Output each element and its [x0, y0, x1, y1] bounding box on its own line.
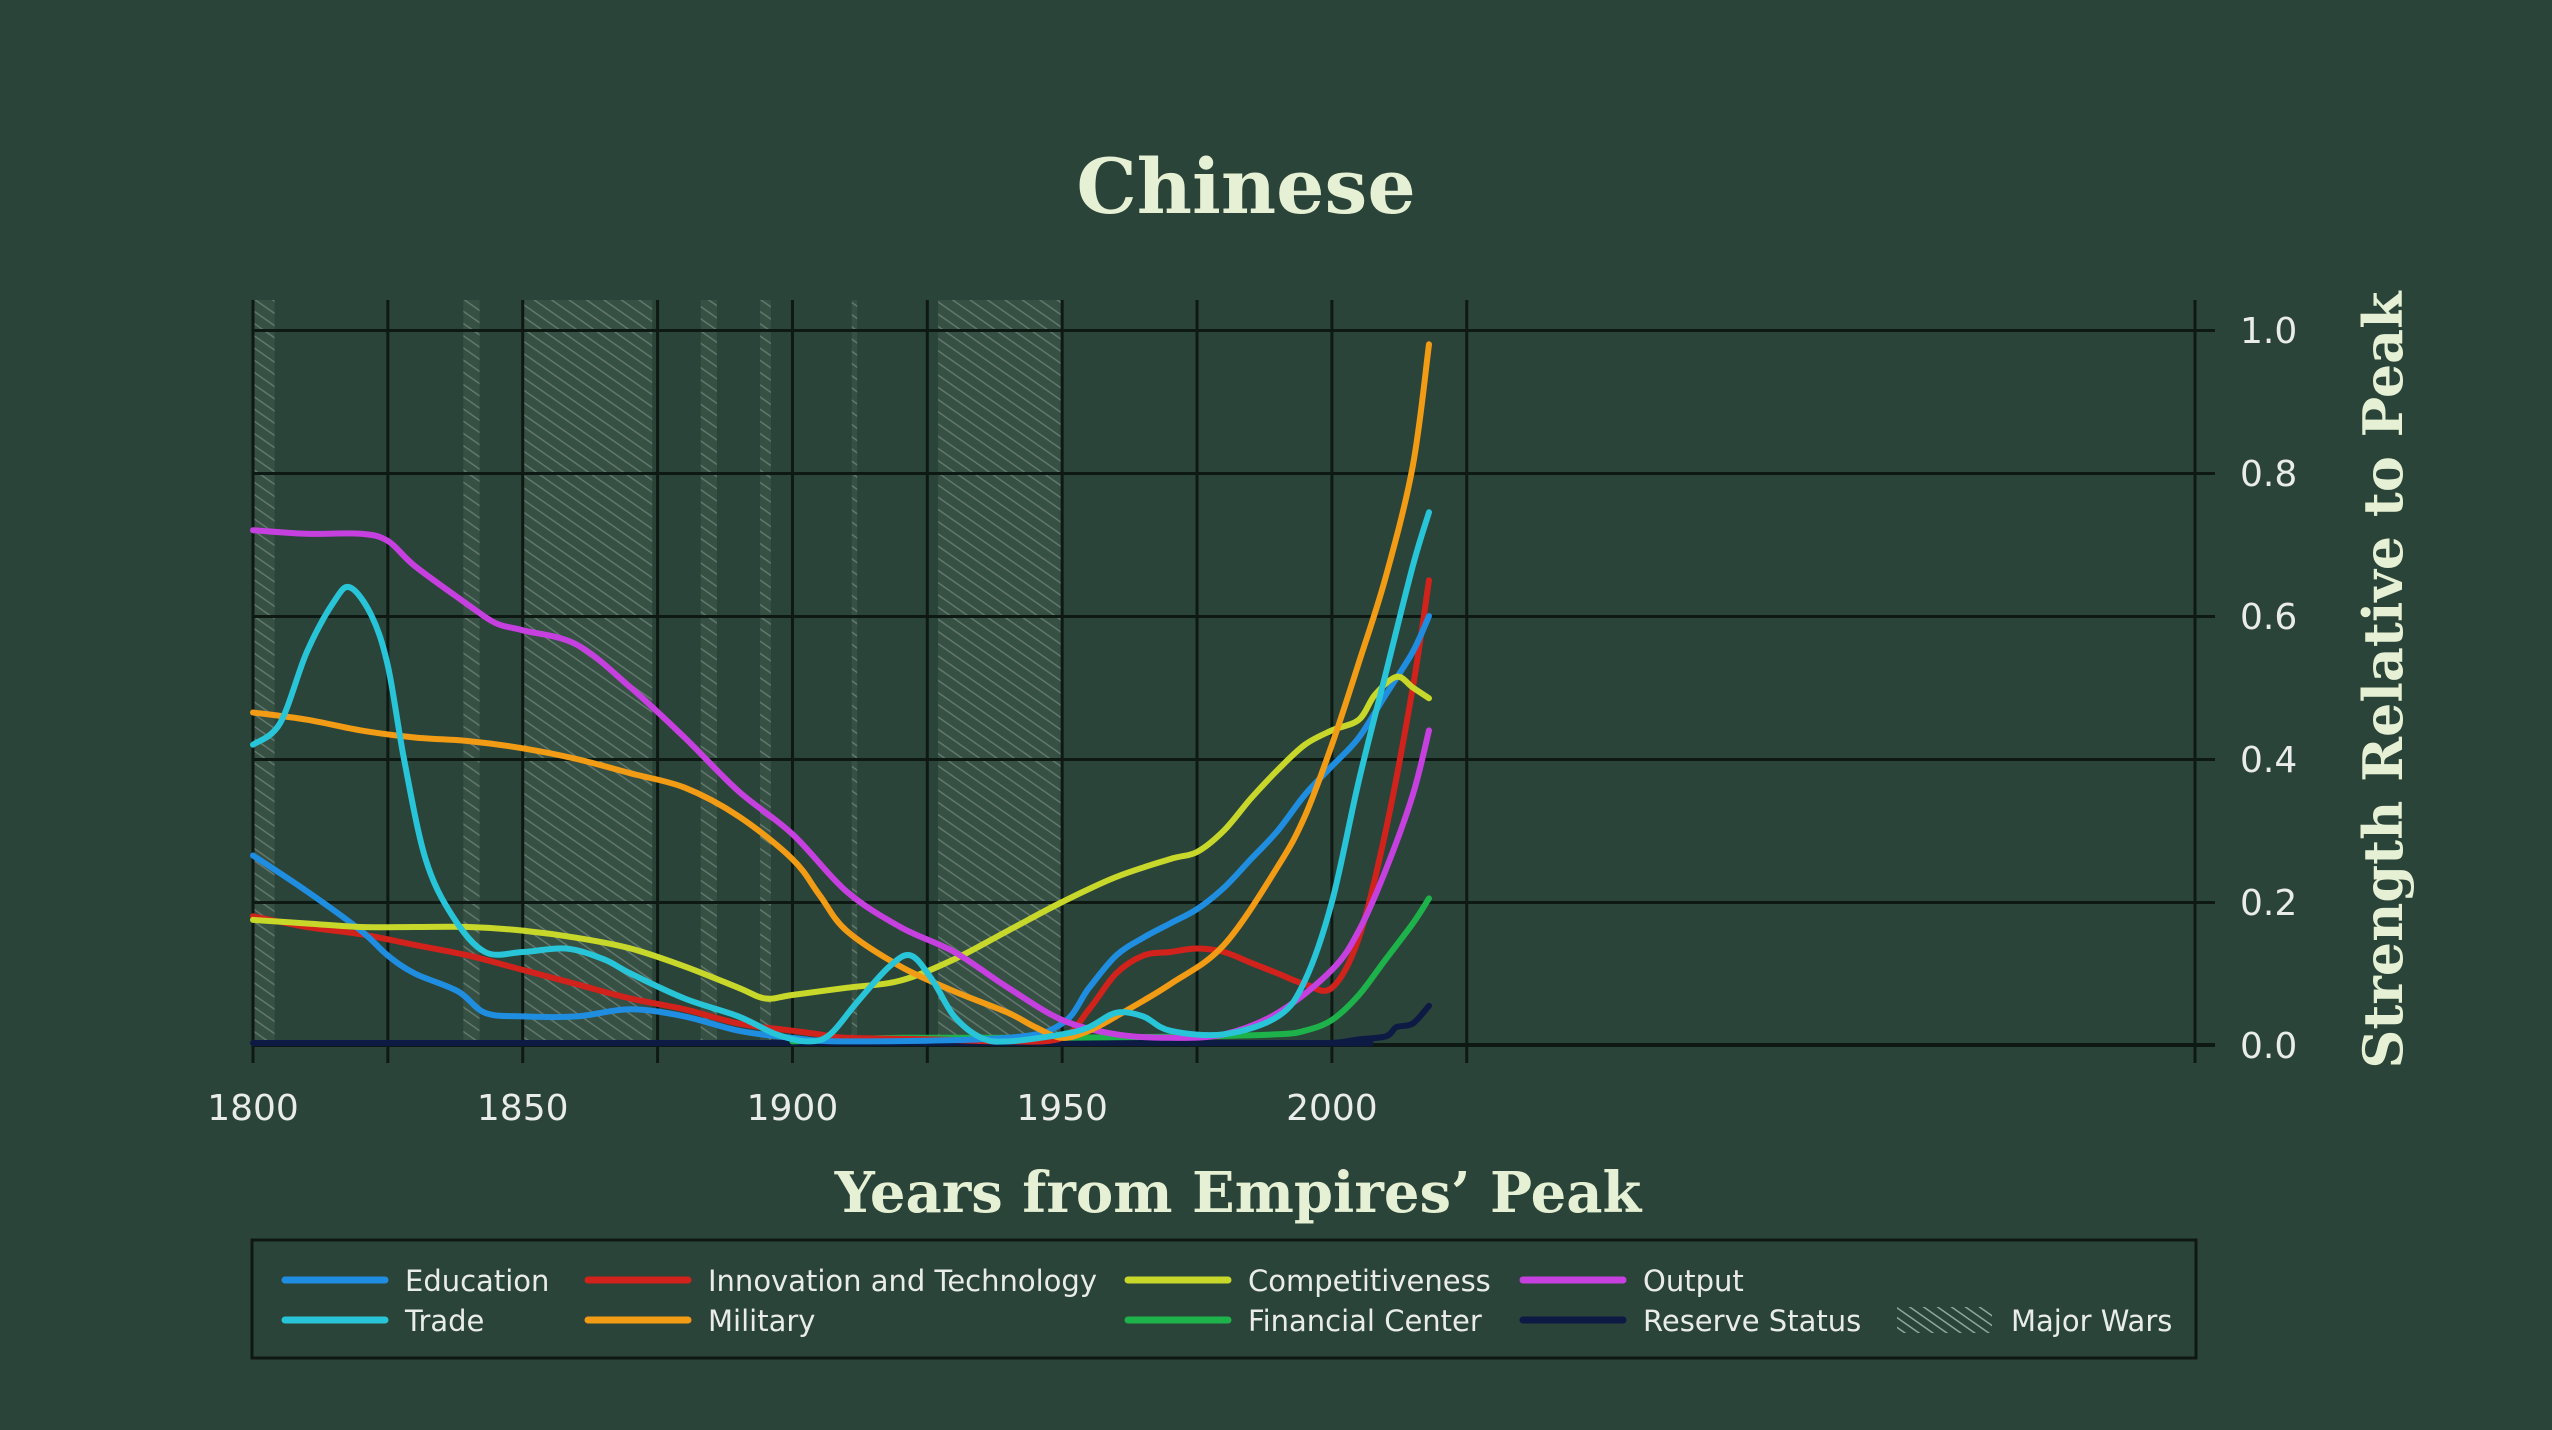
legend-swatch	[1897, 1307, 1992, 1333]
legend-label: Education	[405, 1264, 549, 1298]
series-line-output	[250, 527, 1432, 1041]
legend-label: Reserve Status	[1643, 1304, 1861, 1338]
legend-label: Innovation and Technology	[708, 1264, 1097, 1298]
major-war-band	[463, 300, 480, 1045]
major-war-band	[522, 300, 653, 1045]
x-tick-label: 1850	[477, 1088, 569, 1129]
x-tick-label: 1900	[747, 1088, 839, 1129]
legend-label: Competitiveness	[1248, 1264, 1491, 1298]
series-line-military	[250, 341, 1432, 1041]
legend: Education Innovation and Technology Compet…	[281, 1264, 2172, 1338]
legend-item-financial-center: Financial Center	[1124, 1304, 1482, 1338]
legend-item-military: Military	[584, 1304, 815, 1338]
legend-item-reserve-status: Reserve Status	[1519, 1304, 1861, 1338]
legend-label: Major Wars	[2011, 1304, 2172, 1338]
y-tick-label: 1.0	[2240, 311, 2297, 352]
y-axis-label: Strength Relative to Peak	[2351, 290, 2415, 1069]
series-layer	[250, 341, 1432, 1047]
major-war-band	[700, 300, 717, 1045]
series-line-reserve-status	[250, 1002, 1432, 1047]
legend-item-output: Output	[1519, 1264, 1744, 1298]
legend-label: Financial Center	[1248, 1304, 1482, 1338]
y-tick-label: 0.0	[2240, 1026, 2297, 1067]
series-line-trade	[250, 509, 1432, 1045]
legend-item-education: Education	[281, 1264, 549, 1298]
major-war-band	[938, 300, 1063, 1045]
legend-label: Trade	[404, 1304, 484, 1338]
y-tick-label: 0.2	[2240, 883, 2297, 924]
legend-box	[250, 1238, 2198, 1360]
x-tick-label: 1800	[207, 1088, 299, 1129]
x-tick-label: 2000	[1286, 1088, 1378, 1129]
major-war-band	[760, 300, 771, 1045]
legend-label: Output	[1643, 1264, 1744, 1298]
x-axis-label: Years from Empires’ Peak	[834, 1160, 1643, 1226]
major-war-band	[253, 300, 275, 1045]
y-tick-label: 0.4	[2240, 740, 2297, 781]
legend-item-trade: Trade	[281, 1304, 484, 1338]
legend-item-major-wars: Major Wars	[1897, 1304, 2172, 1338]
major-war-band	[851, 300, 858, 1045]
legend-item-innovation-and-technology: Innovation and Technology	[584, 1264, 1097, 1298]
series-line-innovation-and-technology	[250, 577, 1432, 1045]
chart-title: Chinese	[1076, 142, 1415, 231]
series-line-education	[250, 613, 1432, 1045]
x-tick-label: 1950	[1016, 1088, 1108, 1129]
y-tick-label: 0.8	[2240, 454, 2297, 495]
legend-item-competitiveness: Competitiveness	[1124, 1264, 1491, 1298]
tick-labels: 1800 1850 1900 1950 2000 0.0 0.2 0.4 0.6 0.8 1.0	[207, 311, 2297, 1129]
legend-label: Military	[708, 1304, 815, 1338]
major-wars-layer	[253, 300, 1063, 1045]
y-tick-label: 0.6	[2240, 597, 2297, 638]
